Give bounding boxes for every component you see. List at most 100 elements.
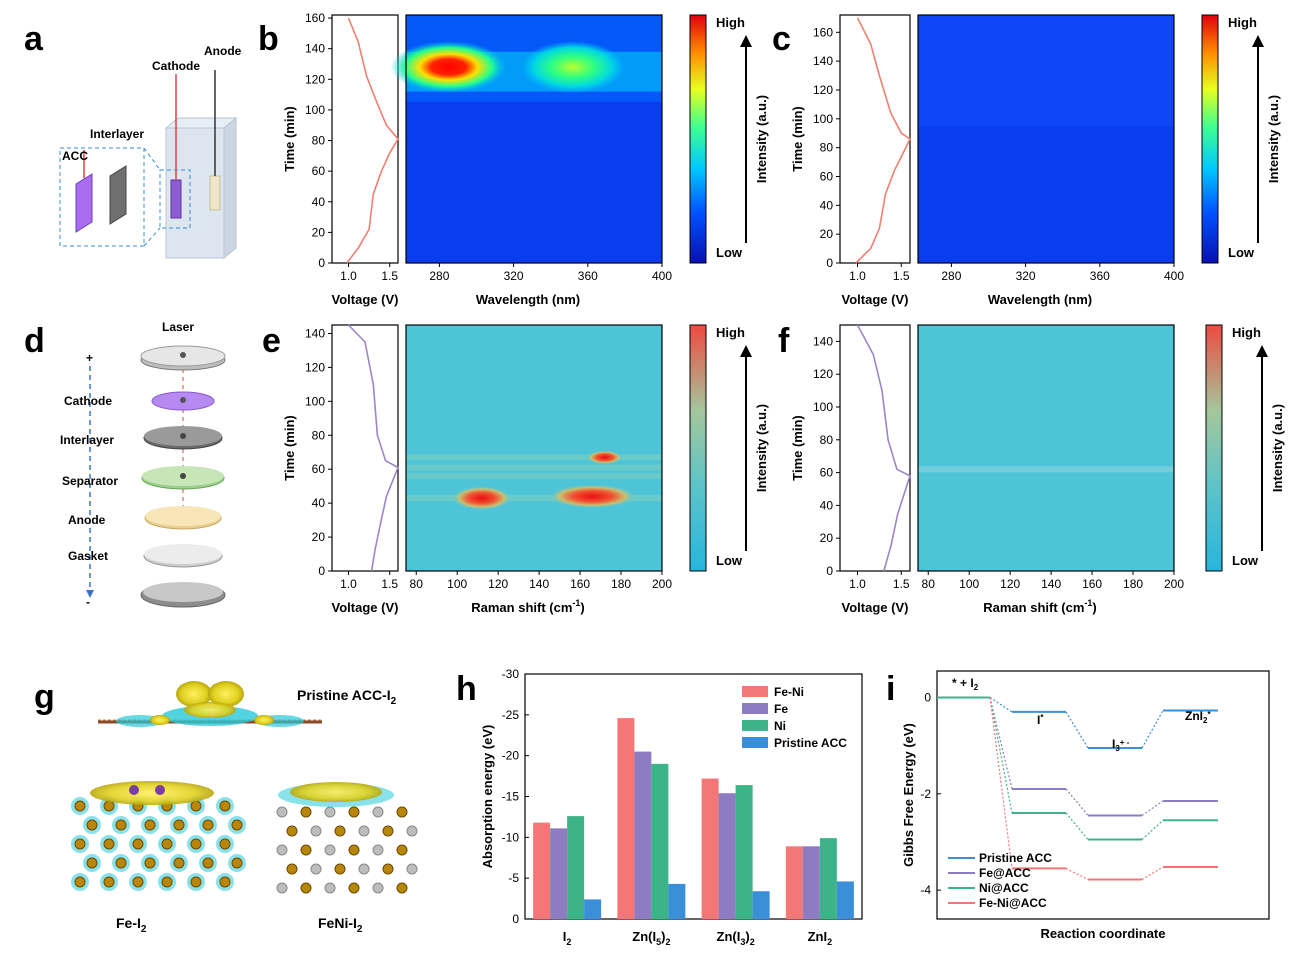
time-ylabel: Time (min)	[790, 106, 805, 172]
iodine-atom	[155, 785, 165, 795]
fe-atom	[103, 876, 115, 888]
panel-c-chart: 0 20 40 60 80 100 120 140 160 1.0 1.5 Voltage (V) Ti…	[790, 14, 1281, 307]
colorbar-low: Low	[716, 553, 743, 568]
panel-label-g: g	[34, 678, 55, 716]
fe-atom	[144, 857, 156, 869]
map-background	[406, 325, 662, 571]
ni-atom	[372, 806, 384, 818]
category-label: ZnI2	[808, 929, 833, 947]
state-label: * + I2	[952, 676, 979, 692]
map-band	[406, 464, 662, 471]
category-sub: 2	[827, 937, 832, 947]
xtick-label: 1.5	[893, 269, 910, 283]
fe-atom	[202, 857, 214, 869]
ytick-label: 80	[820, 433, 834, 447]
ytick-label: 140	[305, 42, 325, 56]
ytick-label: 120	[813, 367, 833, 381]
xtick-label: 180	[611, 577, 631, 591]
xtick-label: 360	[1090, 269, 1110, 283]
xtick-label: 100	[447, 577, 467, 591]
category-sub: 5	[656, 937, 661, 947]
label-plus: +	[86, 351, 93, 365]
xlabel-main: Raman shift (cm	[983, 600, 1084, 615]
intensity-spot	[520, 41, 625, 94]
feni-slab	[276, 782, 418, 894]
voltage-frame	[839, 14, 911, 264]
energy-connector	[1141, 710, 1164, 749]
ytick-label: 20	[820, 531, 834, 545]
bar-pristine-acc	[752, 891, 770, 919]
ni-atom	[310, 863, 322, 875]
map-background	[918, 15, 1174, 263]
acc-sheet	[75, 173, 93, 233]
state-label: ZnI2*	[1185, 709, 1211, 725]
fe-atom	[348, 844, 360, 856]
colorbar	[1205, 324, 1223, 572]
ytick-label: 40	[820, 198, 834, 212]
ni-atom	[324, 844, 336, 856]
bar-fe	[718, 793, 736, 919]
fe-atom	[115, 857, 127, 869]
ytick-label: 40	[820, 498, 834, 512]
category-label: Zn(I3)2	[717, 929, 755, 947]
voltage-curve	[347, 324, 400, 572]
label-fe-i2: Fe-I2	[116, 915, 147, 935]
xtick-label: 100	[959, 577, 979, 591]
state-main: * + I	[952, 676, 974, 690]
category-label: Zn(I5)2	[632, 929, 670, 947]
xtick-label: 1.0	[849, 269, 866, 283]
bar-ylabel: Absorption energy (eV)	[480, 725, 495, 869]
fe-atom	[231, 857, 243, 869]
ni-atom	[310, 825, 322, 837]
legend-label: Fe	[774, 702, 788, 716]
colorbar-arrowhead	[1256, 345, 1268, 357]
label-cathode: Cathode	[152, 59, 200, 73]
map-frame	[917, 14, 1175, 264]
fe-atom	[382, 825, 394, 837]
ni-atom	[372, 882, 384, 894]
category-main: ZnI	[808, 929, 828, 944]
bar-fe	[550, 828, 568, 919]
ytick-label: 140	[305, 326, 325, 340]
ytick-label: -15	[502, 790, 520, 804]
fe-atom	[300, 806, 312, 818]
panel-f-chart: 0 20 40 60 80 100 120 140 1.0 1.5 Voltage (V) Time …	[790, 324, 1285, 615]
fe-atom	[334, 825, 346, 837]
ytick-label: 100	[305, 394, 325, 408]
ytick-label: 20	[312, 530, 326, 544]
ytick-label: 100	[813, 400, 833, 414]
label-pristine-acc-i2: Pristine ACC-I2	[297, 687, 397, 707]
ni-atom	[324, 806, 336, 818]
fe-atom	[86, 857, 98, 869]
intensity-spot	[586, 450, 623, 465]
ytick-label: 120	[305, 360, 325, 374]
fe-atom	[103, 838, 115, 850]
fe-atom	[190, 838, 202, 850]
zoom-box-small	[159, 169, 191, 229]
xtick-label: 1.0	[340, 577, 357, 591]
voltage-frame	[331, 324, 399, 572]
xtick-label: 120	[488, 577, 508, 591]
energy-connector	[989, 697, 1013, 790]
bar-ni	[819, 838, 837, 919]
fe-atom	[115, 819, 127, 831]
interlayer-sheet	[109, 165, 127, 225]
energy-connector	[1141, 819, 1164, 840]
legend-label: Fe-Ni	[774, 685, 804, 699]
fe-atom	[74, 838, 86, 850]
colorbar	[689, 14, 707, 264]
label-cathode-d: Cathode	[64, 394, 112, 408]
ytick-label: 60	[820, 466, 834, 480]
state-label: I3+ -	[1112, 737, 1130, 753]
ytick-label: 60	[820, 169, 834, 183]
label-acc: ACC	[62, 149, 88, 163]
ytick-label: 160	[305, 11, 325, 25]
fe-atom	[74, 876, 86, 888]
fe-atom	[300, 882, 312, 894]
category-sub: 2	[750, 937, 755, 947]
voltage-xlabel: Voltage (V)	[842, 292, 909, 307]
label-anode: Anode	[204, 44, 242, 58]
ni-atom	[406, 863, 418, 875]
cell-side	[223, 116, 237, 260]
